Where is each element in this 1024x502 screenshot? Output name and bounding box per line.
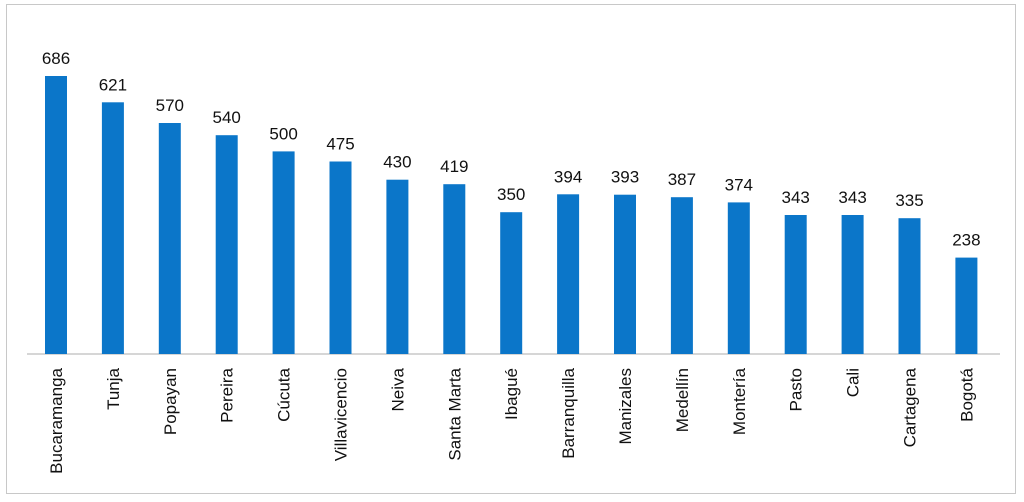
bar-pasto [784, 215, 807, 354]
data-label: 570 [156, 96, 184, 115]
bar-neiva [386, 179, 409, 354]
bar-monter-a [727, 202, 750, 354]
bar-popayan [158, 123, 181, 354]
category-label: Ibagué [502, 368, 521, 420]
category-label: Neiva [388, 367, 407, 411]
category-label: Popayan [161, 368, 180, 435]
category-label: Manizales [616, 368, 635, 445]
category-label: Montería [730, 367, 749, 435]
bar-villavicencio [329, 161, 352, 354]
bar-bucaramanga [45, 76, 67, 354]
data-label: 419 [440, 157, 468, 176]
bar-santa-marta [443, 184, 466, 354]
category-label: Cartagena [901, 367, 920, 447]
category-label: Pereira [218, 367, 237, 422]
data-label: 430 [383, 153, 411, 172]
data-label: 394 [554, 167, 582, 186]
data-label: 686 [42, 49, 70, 68]
bar-bogot- [955, 257, 978, 354]
bar-tunja [101, 102, 124, 354]
data-label: 500 [269, 124, 297, 143]
category-label: Santa Marta [445, 367, 464, 460]
data-label: 540 [213, 108, 241, 127]
bar-cali [841, 215, 864, 354]
data-label: 350 [497, 185, 525, 204]
category-label: Barranquilla [559, 367, 578, 458]
data-label: 343 [782, 188, 810, 207]
data-label: 621 [99, 75, 127, 94]
bar-manizales [614, 194, 636, 354]
data-label: 475 [326, 135, 354, 154]
bar-ibagu- [500, 212, 523, 354]
data-label: 335 [895, 191, 923, 210]
category-label: Cúcuta [275, 367, 294, 421]
category-label: Bogotá [957, 367, 976, 421]
category-label: Bucaramanga [47, 367, 66, 473]
bar-c-cuta [272, 151, 295, 354]
data-label: 238 [952, 231, 980, 250]
bar-medell-n [670, 197, 693, 354]
category-label: Medellín [673, 368, 692, 432]
data-label: 343 [838, 188, 866, 207]
category-label: Tunja [104, 367, 123, 409]
data-label: 387 [668, 170, 696, 189]
data-label: 393 [611, 168, 639, 187]
bar-cartagena [898, 218, 921, 354]
bar-barranquilla [557, 194, 580, 354]
category-label: Villavicencio [332, 368, 351, 461]
bar-pereira [215, 135, 238, 354]
data-label: 374 [725, 175, 753, 194]
category-label: Cali [844, 368, 863, 397]
category-label: Pasto [787, 368, 806, 411]
